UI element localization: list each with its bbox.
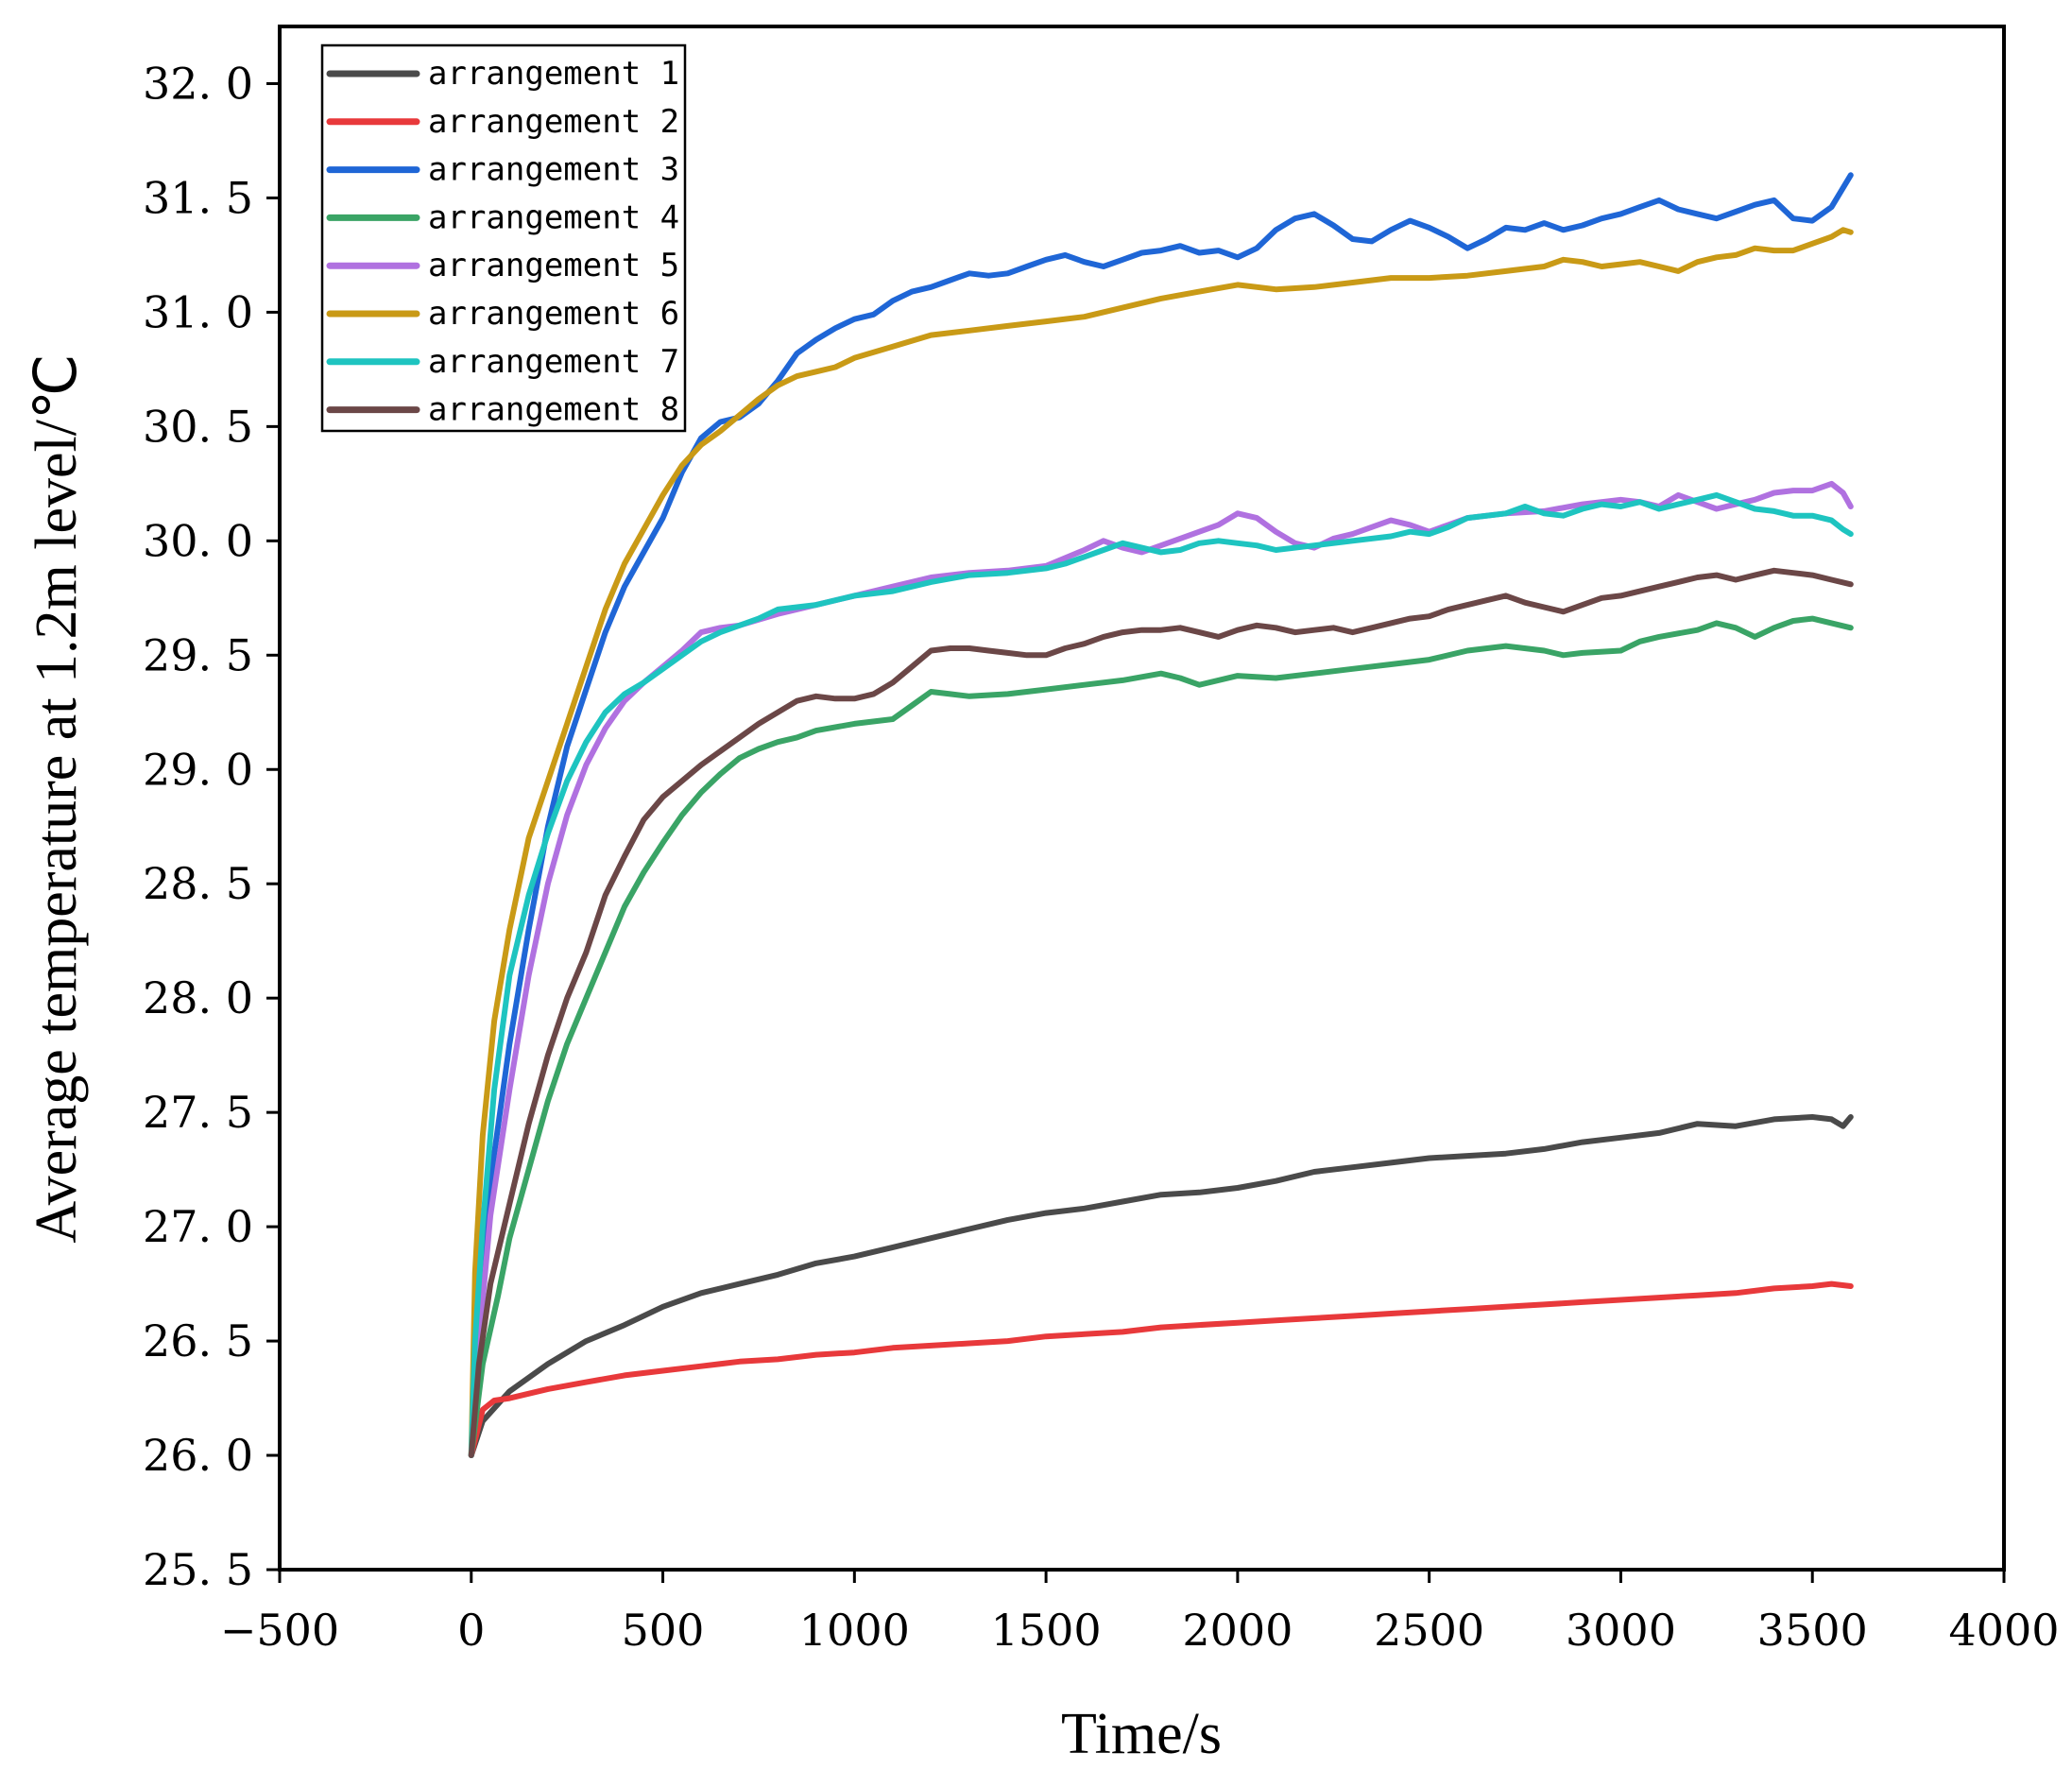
y-tick-label: 27. 5 [143, 1087, 253, 1138]
legend-label-3: arrangement 3 [428, 151, 679, 189]
legend-label-2: arrangement 2 [428, 103, 679, 141]
x-axis: −500 0 500 1000 1500 2000 2500 3000 3500 4000 [220, 1570, 2060, 1656]
x-tick-label: 4000 [1948, 1605, 2059, 1656]
x-tick-label: 2000 [1182, 1605, 1293, 1656]
series-line-8 [468, 567, 1854, 1458]
x-tick-label: 3500 [1757, 1605, 1868, 1656]
y-axis: 25. 5 26. 0 26. 5 27. 0 27. 5 28. 0 28. 5 29. 0… [143, 58, 280, 1595]
x-tick-label: 0 [457, 1605, 485, 1656]
legend-label-8: arrangement 8 [428, 391, 679, 429]
y-tick-label: 29. 0 [143, 744, 253, 795]
y-tick-label: 28. 5 [143, 858, 253, 909]
legend-label-6: arrangement 6 [428, 295, 679, 333]
x-tick-label: 1000 [799, 1605, 910, 1656]
plot-frame [278, 25, 2006, 1572]
y-tick-label: 30. 0 [143, 515, 253, 566]
x-tick-label: 500 [622, 1605, 705, 1656]
series-line-7 [468, 491, 1854, 1458]
y-tick-label: 31. 5 [143, 172, 253, 223]
legend: arrangement 1 arrangement 2 arrangement 3 a… [320, 43, 687, 433]
legend-label-5: arrangement 5 [428, 247, 679, 284]
x-tick-label: 2500 [1374, 1605, 1484, 1656]
series-line-6 [468, 227, 1854, 1458]
y-tick-label: 29. 5 [143, 629, 253, 680]
x-axis-title: Time/s [1061, 1702, 1222, 1766]
legend-label-1: arrangement 1 [428, 55, 679, 93]
y-tick-label: 27. 0 [143, 1201, 253, 1252]
y-tick-label: 26. 5 [143, 1315, 253, 1366]
x-tick-label: 3000 [1566, 1605, 1676, 1656]
x-tick-label: 1500 [991, 1605, 1102, 1656]
x-tick-label: −500 [220, 1605, 339, 1656]
y-axis-title: Average temperature at 1.2m level/℃ [25, 353, 89, 1243]
series-line-3 [468, 172, 1854, 1458]
series-line-1 [468, 1114, 1854, 1458]
series-layer [468, 172, 1854, 1458]
y-tick-label: 25. 5 [143, 1544, 253, 1595]
legend-label-7: arrangement 7 [428, 343, 679, 381]
legend-label-4: arrangement 4 [428, 198, 679, 236]
y-tick-label: 26. 0 [143, 1430, 253, 1481]
y-tick-label: 31. 0 [143, 286, 253, 337]
legend-box [320, 43, 687, 433]
series-line-2 [468, 1280, 1854, 1458]
y-tick-label: 28. 0 [143, 972, 253, 1023]
y-tick-label: 32. 0 [143, 58, 253, 109]
series-line-4 [468, 615, 1854, 1458]
y-tick-label: 30. 5 [143, 401, 253, 452]
legend-items: arrangement 1 arrangement 2 arrangement 3 a… [326, 55, 679, 429]
